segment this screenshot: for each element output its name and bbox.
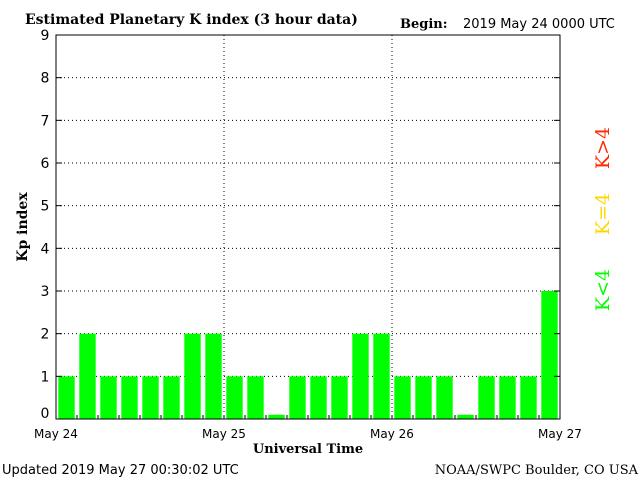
x-tick-label: May 27 (538, 427, 582, 441)
kp-bar (100, 376, 117, 419)
kp-bar (226, 376, 243, 419)
kp-bar (79, 333, 96, 419)
y-tick-label: 6 (41, 156, 50, 172)
updated-timestamp: Updated 2019 May 27 00:30:02 UTC (2, 463, 239, 478)
kp-bar (352, 333, 369, 419)
bars (58, 291, 558, 419)
kp-bar (541, 291, 558, 419)
y-axis-label: Kp index (15, 192, 31, 262)
kp-bar (499, 376, 516, 419)
grid-lines (56, 35, 560, 419)
y-tick-label: 9 (41, 28, 50, 44)
y-tick-label: 7 (41, 113, 50, 129)
legend-k-greater-4: K>4 (592, 127, 614, 169)
y-tick-label: 3 (41, 284, 50, 300)
kp-bar (289, 376, 306, 419)
legend-k-less-4: K<4 (592, 269, 614, 311)
kp-bar (142, 376, 159, 419)
kp-bar (520, 376, 537, 419)
x-tick-label: May 25 (202, 427, 246, 441)
kp-bar (457, 414, 474, 419)
y-tick-label: 2 (41, 327, 50, 343)
kp-bar (394, 376, 411, 419)
kp-bar (478, 376, 495, 419)
begin-value: 2019 May 24 0000 UTC (463, 17, 615, 32)
kp-bar (436, 376, 453, 419)
y-tick-label: 8 (41, 71, 50, 87)
y-ticks: 0 1 2 3 4 5 6 7 8 9 (41, 28, 560, 422)
source-credit: NOAA/SWPC Boulder, CO USA (435, 463, 639, 478)
kp-bar (163, 376, 180, 419)
y-tick-label: 1 (41, 369, 50, 385)
x-ticks: May 24 May 25 May 26 May 27 (34, 415, 582, 441)
kp-bar (58, 376, 75, 419)
kp-bar (268, 414, 285, 419)
kp-bar (205, 333, 222, 419)
kp-bar (184, 333, 201, 419)
kp-bar (415, 376, 432, 419)
x-axis-label: Universal Time (253, 442, 363, 457)
legend-k-equal-4: K=4 (592, 193, 614, 235)
kp-bar (310, 376, 327, 419)
y-tick-label: 5 (41, 199, 50, 215)
x-tick-label: May 26 (370, 427, 414, 441)
y-tick-label: 0 (41, 406, 50, 422)
kp-bar (331, 376, 348, 419)
begin-label: Begin: (400, 17, 448, 32)
y-tick-label: 4 (41, 241, 50, 257)
x-tick-label: May 24 (34, 427, 78, 441)
chart-title: Estimated Planetary K index (3 hour data… (25, 12, 358, 28)
kp-bar (247, 376, 264, 419)
plot-frame (55, 34, 561, 420)
kp-bar (121, 376, 138, 419)
kp-bar (373, 333, 390, 419)
